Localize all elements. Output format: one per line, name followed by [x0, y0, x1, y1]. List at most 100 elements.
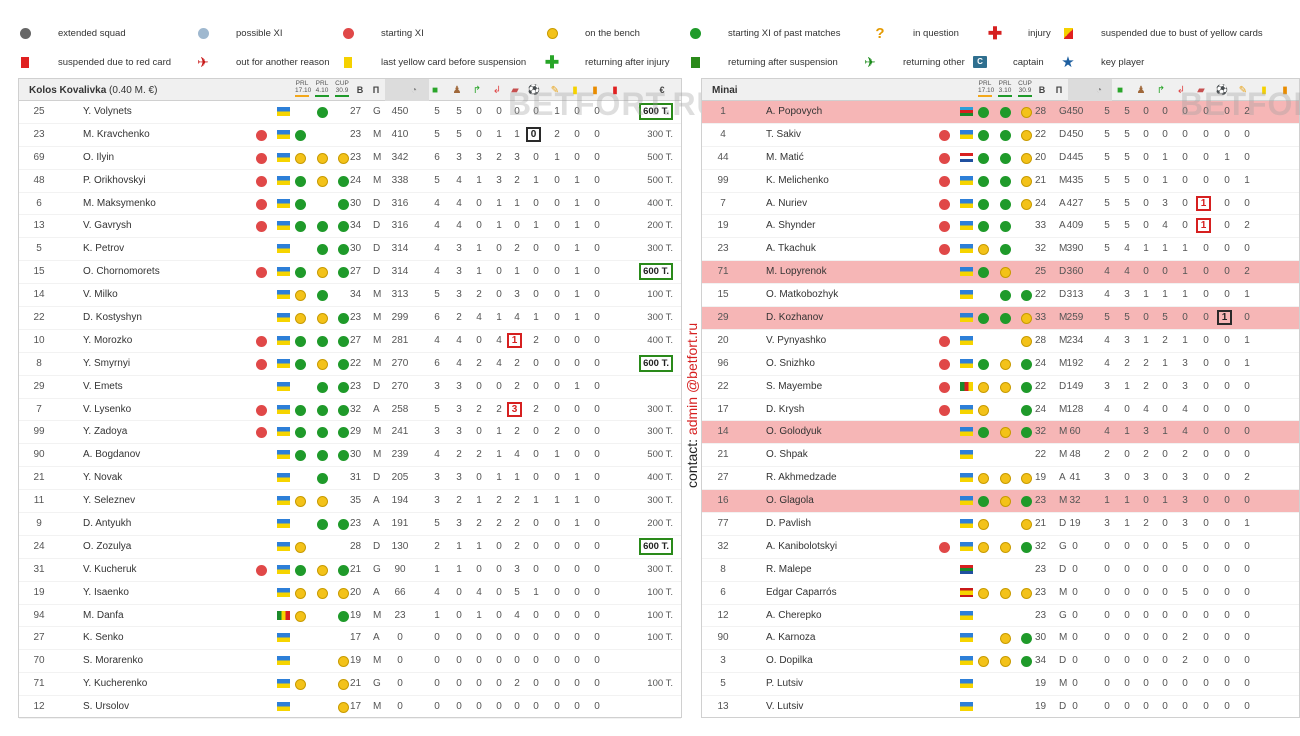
boot-icon[interactable]: ▰	[511, 84, 519, 96]
player-name[interactable]: P. Lutsiv	[766, 678, 804, 690]
table-row[interactable]: 22 D. Kostyshyn 23 M 299 6 2 4 1 4 1 0 1 0 300 T.	[19, 307, 681, 330]
team-name[interactable]: Kolos Kovalivka (0.40 M. €)	[29, 85, 157, 96]
green-card-icon[interactable]: ■	[1116, 84, 1124, 96]
table-row[interactable]: 71 M. Lopyrenok 25 D 360 4 4 0 0 1 0 0 2	[702, 261, 1299, 285]
table-row[interactable]: 1 A. Popovych 28 G 450 5 5 0 0 0 0 0 2	[702, 101, 1299, 124]
yellow-card-icon[interactable]: ▮	[1261, 84, 1267, 96]
boot-icon[interactable]: ▰	[1197, 84, 1205, 96]
table-row[interactable]: 44 M. Matić 20 D 445 5 5 0 1 0 0 1 0	[702, 147, 1299, 170]
player-name[interactable]: R. Akhmedzade	[766, 472, 837, 484]
sub-out-icon[interactable]: ↲	[492, 84, 502, 96]
player-name[interactable]: O. Shpak	[766, 449, 808, 461]
clock-icon[interactable]: ◔	[410, 84, 418, 96]
player-name[interactable]: O. Chornomorets	[83, 266, 160, 278]
table-row[interactable]: 12 S. Ursolov 17 M 0 0 0 0 0 0 0 0 0 0	[19, 696, 681, 720]
player-name[interactable]: A. Popovych	[766, 106, 823, 117]
table-row[interactable]: 96 O. Snizhko 24 M 192 4 2 2 1 3 0 0 1	[702, 353, 1299, 376]
table-row[interactable]: 19 A. Shynder 33 A 409 5 5 0 4 0 1 0 2	[702, 215, 1299, 239]
table-row[interactable]: 6 Edgar Caparrós 23 M 0 0 0 0 0 5 0 0 0	[702, 582, 1299, 605]
player-name[interactable]: Y. Novak	[83, 472, 123, 484]
player-name[interactable]: V. Emets	[83, 380, 123, 392]
player-name[interactable]: O. Snizhko	[766, 357, 815, 369]
match-column-header[interactable]: PRL 3.10	[998, 80, 1012, 97]
player-name[interactable]: K. Melichenko	[766, 174, 829, 186]
player-name[interactable]: Y. Zadoya	[83, 426, 128, 438]
sub-in-icon[interactable]: ↱	[1156, 84, 1166, 96]
player-icon[interactable]: ♟	[452, 84, 462, 96]
table-row[interactable]: 32 A. Kanibolotskyi 32 G 0 0 0 0 0 5 0 0 0	[702, 536, 1299, 559]
player-name[interactable]: O. Ilyin	[83, 151, 115, 163]
player-name[interactable]: D. Pavlish	[766, 518, 812, 530]
clock-icon[interactable]: ◔	[1095, 84, 1103, 96]
player-name[interactable]: V. Lysenko	[83, 403, 132, 415]
player-name[interactable]: V. Pynyashko	[766, 334, 827, 346]
table-row[interactable]: 99 Y. Zadoya 29 M 241 3 3 0 1 2 0 2 0 0 300 T.	[19, 421, 681, 445]
table-row[interactable]: 70 S. Morarenko 19 M 0 0 0 0 0 0 0 0 0 0	[19, 650, 681, 674]
player-name[interactable]: P. Orikhovskyi	[83, 174, 146, 186]
table-row[interactable]: 5 K. Petrov 30 D 314 4 3 1 0 2 0 0 1 0 300 T.	[19, 238, 681, 262]
player-icon[interactable]: ♟	[1136, 84, 1146, 96]
contact-email[interactable]: admin @betfort.ru	[684, 322, 700, 436]
table-row[interactable]: 23 M. Kravchenko 23 M 410 5 5 0 1 1 0 2 0 0 300 T.	[19, 124, 681, 147]
yellow-red-card-icon[interactable]: ▮	[592, 84, 598, 96]
table-row[interactable]: 13 V. Gavrysh 34 D 316 4 4 0 1 0 1 0 1 0 200 T.	[19, 215, 681, 239]
table-row[interactable]: 4 T. Sakiv 22 D 450 5 5 0 0 0 0 0 0	[702, 124, 1299, 147]
player-name[interactable]: M. Maksymenko	[83, 197, 156, 209]
table-row[interactable]: 15 O. Chornomorets 27 D 314 4 3 1 0 1 0 0 1 0 600 T.	[19, 261, 681, 285]
player-name[interactable]: A. Tkachuk	[766, 243, 816, 255]
table-row[interactable]: 69 O. Ilyin 23 M 342 6 3 3 2 3 0 1 0 0 500 T.	[19, 147, 681, 170]
table-row[interactable]: 3 O. Dopilka 34 D 0 0 0 0 0 2 0 0 0	[702, 650, 1299, 674]
yellow-card-icon[interactable]: ▮	[572, 84, 578, 96]
player-name[interactable]: Edgar Caparrós	[766, 586, 837, 598]
player-name[interactable]: K. Senko	[83, 632, 124, 644]
player-name[interactable]: D. Antyukh	[83, 518, 132, 530]
table-row[interactable]: 7 V. Lysenko 32 A 258 5 3 2 2 3 2 0 0 0 300 T.	[19, 399, 681, 422]
player-name[interactable]: O. Golodyuk	[766, 426, 822, 438]
player-name[interactable]: S. Mayembe	[766, 380, 823, 392]
ball-icon[interactable]: ⚽	[1215, 84, 1229, 96]
table-row[interactable]: 10 Y. Morozko 27 M 281 4 4 0 4 1 2 0 0 0 400 T.	[19, 330, 681, 353]
table-row[interactable]: 21 O. Shpak 22 M 48 2 0 2 0 2 0 0 0	[702, 444, 1299, 468]
table-row[interactable]: 77 D. Pavlish 21 D 19 3 1 2 0 3 0 0 1	[702, 513, 1299, 536]
player-name[interactable]: V. Kucheruk	[83, 563, 137, 575]
table-row[interactable]: 5 P. Lutsiv 19 M 0 0 0 0 0 0 0 0 0	[702, 673, 1299, 697]
player-name[interactable]: V. Milko	[83, 289, 118, 301]
table-row[interactable]: 90 A. Bogdanov 30 M 239 4 2 2 1 4 0 1 0 0 500 T.	[19, 444, 681, 468]
match-column-header[interactable]: PRL 17.10	[295, 80, 311, 97]
yellow-red-card-icon[interactable]: ▮	[1282, 84, 1288, 96]
table-row[interactable]: 7 A. Nuriev 24 A 427 5 5 0 3 0 1 0 0	[702, 193, 1299, 216]
team-name[interactable]: Minai	[712, 85, 738, 96]
player-name[interactable]: V. Lutsiv	[766, 701, 804, 713]
table-row[interactable]: 15 O. Matkobozhyk 22 D 313 4 3 1 1 1 0 0 1	[702, 284, 1299, 308]
table-row[interactable]: 8 R. Malepe 23 D 0 0 0 0 0 0 0 0 0	[702, 559, 1299, 582]
player-name[interactable]: A. Shynder	[766, 220, 816, 232]
table-row[interactable]: 99 K. Melichenko 21 M 435 5 5 0 1 0 0 0 1	[702, 170, 1299, 193]
table-row[interactable]: 31 V. Kucheruk 21 G 90 1 1 0 0 3 0 0 0 0 300 T.	[19, 559, 681, 582]
table-row[interactable]: 14 O. Golodyuk 32 M 60 4 1 3 1 4 0 0 0	[702, 421, 1299, 445]
table-row[interactable]: 71 Y. Kucherenko 21 G 0 0 0 0 0 2 0 0 0 0 100 T.	[19, 673, 681, 697]
player-name[interactable]: D. Kozhanov	[766, 312, 824, 324]
player-name[interactable]: M. Danfa	[83, 609, 124, 621]
assist-icon[interactable]: ✎	[1238, 84, 1248, 96]
sub-in-icon[interactable]: ↱	[472, 84, 482, 96]
player-name[interactable]: D. Krysh	[766, 403, 805, 415]
player-name[interactable]: A. Bogdanov	[83, 449, 141, 461]
green-card-icon[interactable]: ■	[431, 84, 439, 96]
table-row[interactable]: 21 Y. Novak 31 D 205 3 3 0 1 1 0 0 1 0 400 T.	[19, 467, 681, 491]
player-name[interactable]: T. Sakiv	[766, 128, 802, 140]
table-row[interactable]: 27 R. Akhmedzade 19 A 41 3 0 3 0 3 0 0 2	[702, 467, 1299, 491]
table-row[interactable]: 24 O. Zozulya 28 D 130 2 1 1 0 2 0 0 0 0 600 T.	[19, 536, 681, 559]
table-row[interactable]: 11 Y. Seleznev 35 A 194 3 2 1 2 2 1 1 1 0 300 T.	[19, 490, 681, 514]
red-card-icon[interactable]: ▮	[612, 84, 618, 96]
match-column-header[interactable]: CUP 30.9	[335, 80, 349, 97]
player-name[interactable]: M. Matić	[766, 151, 804, 163]
assist-icon[interactable]: ✎	[550, 84, 560, 96]
player-name[interactable]: O. Matkobozhyk	[766, 289, 839, 301]
player-name[interactable]: M. Kravchenko	[83, 128, 150, 140]
table-row[interactable]: 20 V. Pynyashko 28 M 234 4 3 1 2 1 0 0 1	[702, 330, 1299, 353]
match-column-header[interactable]: PRL 17.10	[978, 80, 994, 97]
table-row[interactable]: 29 D. Kozhanov 33 M 259 5 5 0 5 0 0 1 0	[702, 307, 1299, 330]
player-name[interactable]: Y. Isaenko	[83, 586, 129, 598]
table-row[interactable]: 90 A. Karnoza 30 M 0 0 0 0 0 2 0 0 0	[702, 627, 1299, 651]
table-row[interactable]: 94 M. Danfa 19 M 23 1 0 1 0 4 0 0 0 0 100 T.	[19, 605, 681, 628]
